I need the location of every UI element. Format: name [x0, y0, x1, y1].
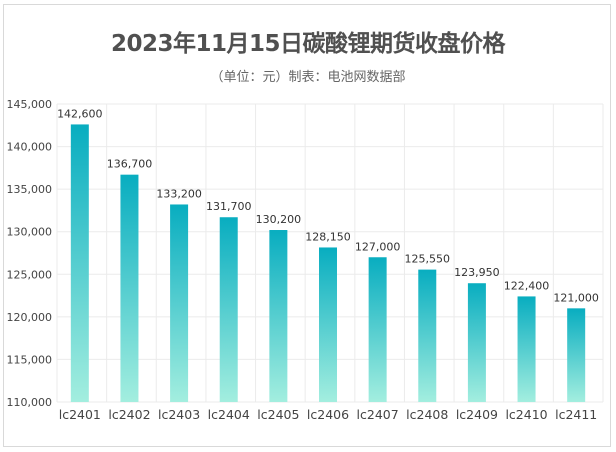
- x-tick-label: lc2411: [555, 407, 597, 422]
- data-label: 123,950: [454, 266, 500, 279]
- x-tick-label: lc2403: [158, 407, 200, 422]
- data-label: 136,700: [107, 158, 153, 171]
- y-tick-label: 110,000: [7, 396, 53, 409]
- data-label: 142,600: [57, 107, 103, 120]
- data-label: 121,000: [553, 291, 599, 304]
- bar-lc2404: [219, 217, 238, 402]
- data-label: 122,400: [504, 279, 550, 292]
- data-label: 131,700: [206, 200, 252, 213]
- bar-lc2411: [567, 308, 586, 402]
- bar-lc2407: [368, 257, 387, 402]
- chart-frame: [3, 4, 611, 447]
- x-tick-label: lc2401: [59, 407, 101, 422]
- data-label: 125,550: [405, 253, 451, 266]
- bar-lc2406: [319, 247, 337, 402]
- y-tick-label: 130,000: [7, 226, 53, 239]
- y-tick-label: 145,000: [7, 98, 53, 111]
- data-label: 130,200: [256, 213, 302, 226]
- bar-lc2409: [467, 283, 486, 402]
- chart-subtitle: （单位：元）制表：电池网数据部: [210, 70, 406, 85]
- x-tick-label: lc2405: [257, 407, 299, 422]
- bar-lc2403: [170, 204, 189, 402]
- y-tick-label: 135,000: [7, 183, 53, 196]
- x-tick-label: lc2410: [505, 407, 547, 422]
- x-tick-label: lc2409: [456, 407, 498, 422]
- x-tick-label: lc2408: [406, 407, 448, 422]
- x-tick-label: lc2402: [108, 407, 150, 422]
- x-tick-label: lc2404: [208, 407, 250, 422]
- x-tick-label: lc2407: [357, 407, 399, 422]
- chart-title: 2023年11月15日碳酸锂期货收盘价格: [110, 31, 506, 57]
- y-tick-label: 120,000: [7, 311, 53, 324]
- bar-lc2401: [70, 124, 89, 402]
- y-tick-label: 115,000: [7, 353, 53, 366]
- bar-lc2408: [418, 269, 437, 402]
- bar-lc2402: [120, 174, 139, 402]
- x-tick-label: lc2406: [307, 407, 349, 422]
- y-tick-label: 125,000: [7, 268, 53, 281]
- y-tick-label: 140,000: [7, 141, 53, 154]
- data-label: 127,000: [355, 240, 401, 253]
- bar-lc2410: [517, 296, 536, 402]
- bar-lc2405: [269, 230, 288, 402]
- data-label: 133,200: [156, 187, 202, 200]
- data-label: 128,150: [305, 230, 351, 243]
